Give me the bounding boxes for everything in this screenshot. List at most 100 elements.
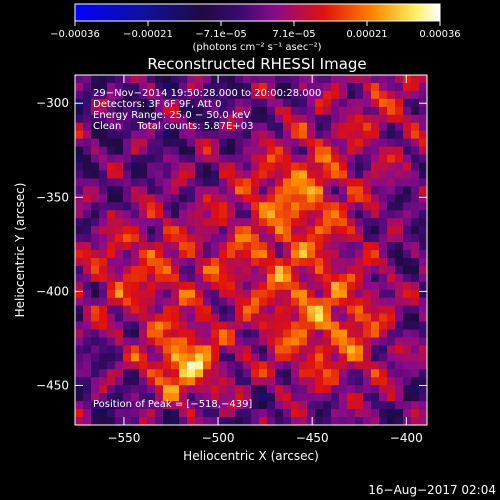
heatmap-cell	[323, 257, 332, 267]
heatmap-cell	[299, 250, 308, 259]
heatmap-cell	[179, 186, 188, 195]
heatmap-cell	[259, 162, 268, 171]
heatmap-cell	[331, 369, 340, 378]
heatmap-cell	[243, 98, 252, 108]
heatmap-cell	[203, 417, 212, 426]
heatmap-cell	[83, 170, 92, 179]
heatmap-cell	[419, 385, 428, 394]
heatmap-cell	[163, 409, 172, 418]
heatmap-cell	[187, 289, 196, 299]
heatmap-cell	[251, 273, 260, 283]
heatmap-cell	[395, 82, 404, 92]
heatmap-cell	[243, 178, 252, 187]
heatmap-cell	[347, 75, 356, 84]
heatmap-cell	[227, 401, 236, 410]
heatmap-cell	[395, 401, 404, 410]
heatmap-cell	[275, 281, 284, 291]
heatmap-cell	[115, 250, 124, 259]
heatmap-cell	[307, 250, 316, 259]
heatmap-cell	[123, 321, 132, 330]
footer-timestamp: 16−Aug−2017 02:04	[368, 483, 496, 497]
heatmap-cell	[419, 90, 428, 100]
heatmap-cell	[323, 106, 332, 116]
heatmap-cell	[251, 369, 260, 378]
heatmap-cell	[403, 385, 412, 394]
heatmap-cell	[75, 393, 84, 402]
heatmap-cell	[363, 377, 372, 386]
heatmap-cell	[235, 162, 244, 171]
heatmap-cell	[307, 273, 316, 283]
heatmap-cell	[171, 353, 180, 362]
heatmap-cell	[371, 321, 380, 330]
heatmap-cell	[115, 289, 124, 299]
heatmap-cell	[315, 226, 324, 235]
heatmap-cell	[139, 210, 148, 219]
heatmap-cell	[243, 138, 252, 147]
colorbar-tick-label: 7.1e−05	[272, 29, 315, 40]
heatmap-cell	[227, 369, 236, 378]
heatmap-cell	[291, 90, 300, 100]
x-axis-label: Heliocentric X (arcsec)	[183, 449, 319, 463]
heatmap-cell	[403, 90, 412, 100]
heatmap-cell	[315, 345, 324, 354]
heatmap-cell	[155, 417, 164, 426]
heatmap-cell	[235, 257, 244, 267]
heatmap-cell	[211, 345, 220, 354]
heatmap-cell	[315, 417, 324, 426]
heatmap-cell	[107, 281, 116, 291]
heatmap-cell	[411, 106, 420, 116]
heatmap-cell	[163, 234, 172, 243]
heatmap-cell	[259, 329, 268, 338]
heatmap-cell	[379, 345, 388, 354]
heatmap-cell	[323, 234, 332, 243]
heatmap-cell	[227, 75, 236, 84]
heatmap-cell	[267, 242, 276, 251]
heatmap-cell	[187, 377, 196, 386]
heatmap-cell	[275, 75, 284, 84]
heatmap-cell	[371, 218, 380, 227]
heatmap-cell	[259, 218, 268, 227]
heatmap-cell	[403, 250, 412, 259]
heatmap-cell	[403, 154, 412, 163]
heatmap-cell	[219, 289, 228, 299]
heatmap-cell	[339, 186, 348, 195]
heatmap-cell	[139, 281, 148, 291]
heatmap-cell	[91, 186, 100, 195]
heatmap-cell	[99, 242, 108, 251]
heatmap-cell	[347, 305, 356, 314]
heatmap-cell	[203, 210, 212, 219]
heatmap-cell	[387, 178, 396, 187]
heatmap-cell	[147, 186, 156, 195]
heatmap-cell	[387, 82, 396, 92]
heatmap-cell	[83, 393, 92, 402]
heatmap-cell	[179, 361, 188, 370]
heatmap-cell	[195, 401, 204, 410]
heatmap-cell	[331, 210, 340, 219]
heatmap-cell	[299, 170, 308, 179]
colorbar-frame	[74, 3, 441, 22]
heatmap-cell	[371, 234, 380, 243]
heatmap-cell	[363, 162, 372, 171]
heatmap-cell	[187, 409, 196, 418]
heatmap-cell	[171, 194, 180, 203]
heatmap-cell	[331, 353, 340, 362]
heatmap-cell	[91, 353, 100, 362]
heatmap-cell	[139, 122, 148, 131]
heatmap-cell	[275, 345, 284, 354]
heatmap-cell	[115, 90, 124, 100]
heatmap-cell	[115, 122, 124, 131]
heatmap-cell	[163, 130, 172, 139]
heatmap-cell	[371, 377, 380, 386]
heatmap-cell	[299, 186, 308, 195]
heatmap-cell	[147, 409, 156, 418]
heatmap-cell	[163, 242, 172, 251]
heatmap-cell	[411, 337, 420, 346]
heatmap-cell	[411, 313, 420, 322]
heatmap-cell	[251, 82, 260, 92]
heatmap-cell	[107, 377, 116, 386]
heatmap-cell	[371, 106, 380, 116]
heatmap-cell	[339, 170, 348, 179]
heatmap-cell	[267, 257, 276, 267]
heatmap-cell	[99, 361, 108, 370]
heatmap-cell	[403, 417, 412, 426]
